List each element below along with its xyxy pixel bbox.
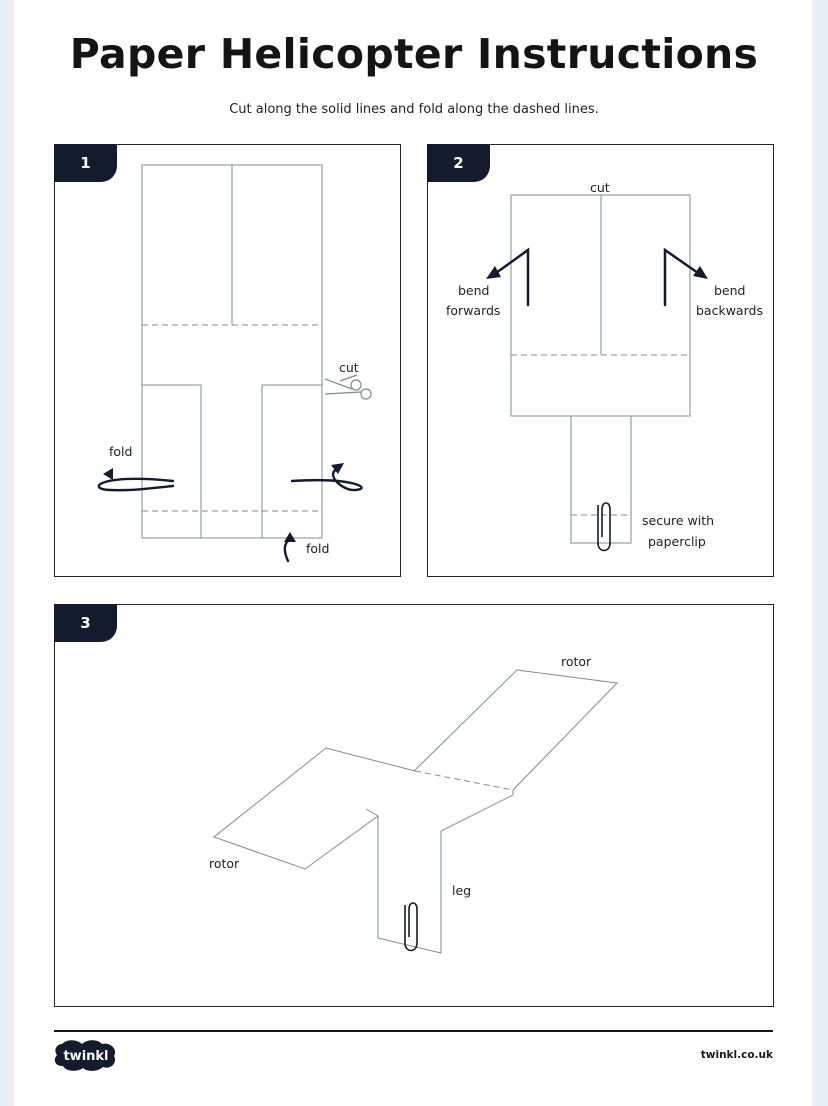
footer-divider [54, 1030, 773, 1032]
step-2-badge: 2 [427, 144, 490, 182]
bend-forwards-label-1: bend [458, 283, 490, 298]
paperclip-icon [597, 502, 611, 552]
leg-label: leg [452, 883, 472, 898]
secure-label-1: secure with [642, 513, 715, 528]
page-title: Paper Helicopter Instructions [69, 30, 759, 78]
cut-label: cut [339, 360, 359, 375]
secure-label-2: paperclip [648, 534, 706, 549]
step-3-panel: 3 rotor rotor leg [54, 604, 774, 1007]
rotor-label-left: rotor [209, 856, 240, 871]
step-3-badge: 3 [54, 604, 117, 642]
step-2-panel: 2 cut bend forwards bend backwards secur… [427, 144, 774, 577]
step-1-diagram [97, 164, 372, 563]
step-2-diagram [486, 194, 708, 552]
step-3-diagram [212, 669, 619, 954]
site-url: twinkl.co.uk [700, 1049, 773, 1061]
paperclip-icon [404, 902, 418, 952]
twinkl-logo: twinkl [54, 1038, 118, 1076]
fold-label-left: fold [109, 444, 133, 459]
step-1-badge: 1 [54, 144, 117, 182]
bend-forwards-label-2: forwards [446, 303, 501, 318]
cut-label: cut [590, 180, 610, 195]
rotor-label-top: rotor [561, 654, 592, 669]
bend-backwards-label-2: backwards [696, 303, 763, 318]
step-1-panel: 1 cut f [54, 144, 401, 577]
svg-text:twinkl: twinkl [63, 1049, 108, 1064]
fold-label-bottom: fold [306, 541, 330, 556]
bend-backwards-label-1: bend [714, 283, 746, 298]
scissors-icon [324, 374, 372, 400]
page-subtitle: Cut along the solid lines and fold along… [229, 102, 599, 117]
